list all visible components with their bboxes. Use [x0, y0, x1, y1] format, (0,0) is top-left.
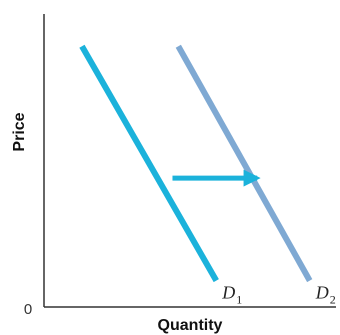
x-axis-title: Quantity	[158, 317, 223, 334]
label-layer: D1 D2	[221, 283, 335, 307]
origin-label: 0	[24, 301, 32, 318]
curve-label-d1: D1	[221, 283, 242, 307]
series-layer	[79, 44, 313, 283]
demand-curve-d2	[175, 44, 313, 283]
curve-label-d2: D2	[315, 283, 336, 307]
y-axis-title: Price	[11, 112, 28, 151]
demand-curve-d1	[79, 44, 219, 283]
